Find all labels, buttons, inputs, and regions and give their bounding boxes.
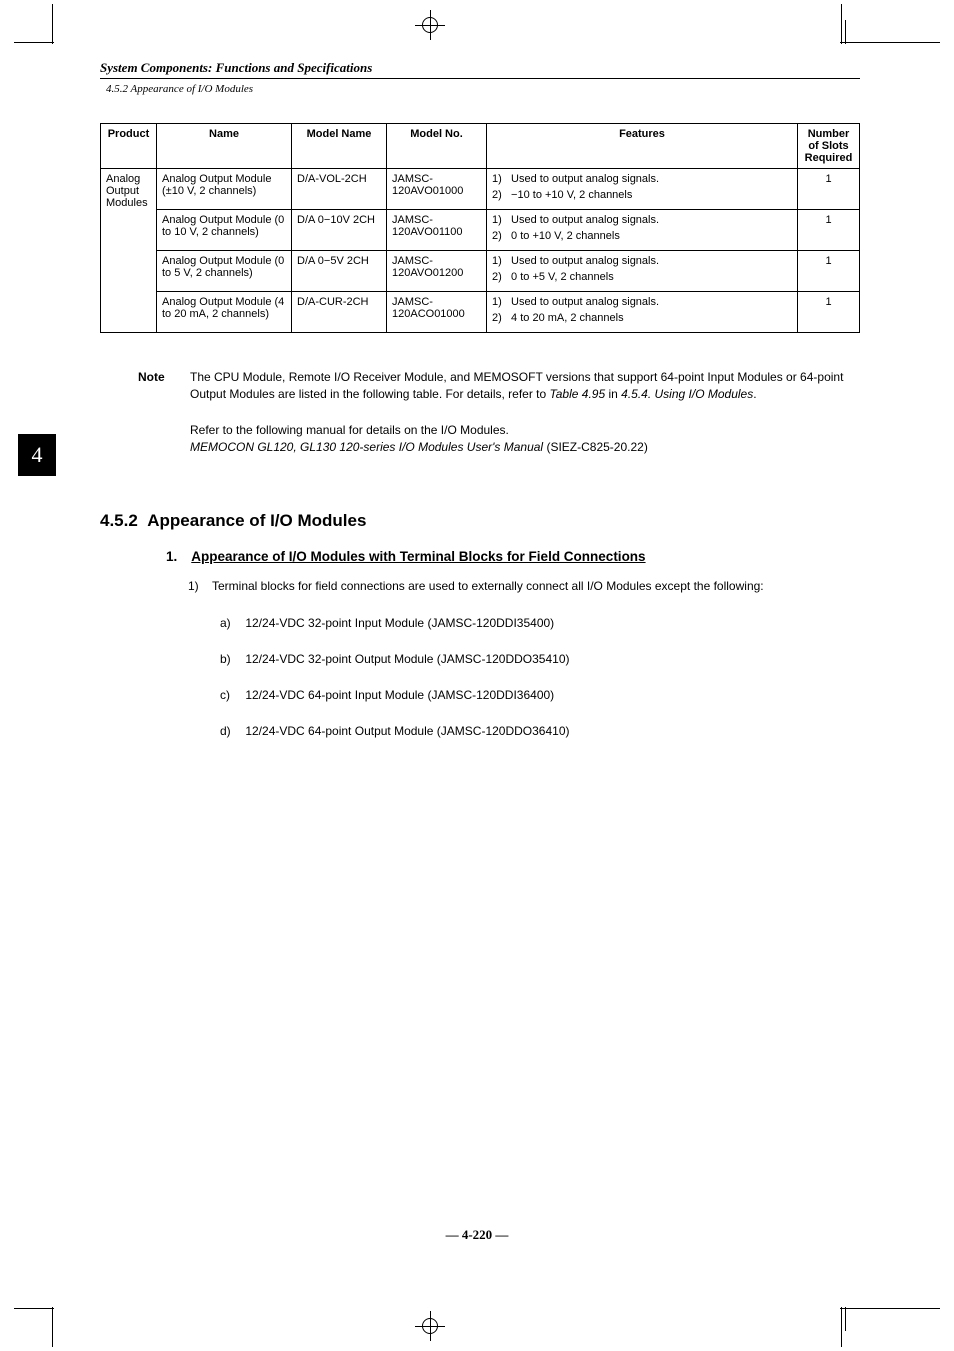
intro-text: Terminal blocks for field connections ar…	[212, 579, 764, 593]
model-no-cell: JAMSC-120ACO01000	[387, 292, 487, 333]
reference-block: Refer to the following manual for detail…	[190, 422, 860, 457]
table-header-row: Product Name Model Name Model No. Featur…	[101, 124, 860, 169]
sublist-item: b) 12/24-VDC 32-point Output Module (JAM…	[220, 652, 860, 666]
slots-cell: 1	[798, 292, 860, 333]
col-model-no: Model No.	[387, 124, 487, 169]
sublist-item: a) 12/24-VDC 32-point Input Module (JAMS…	[220, 616, 860, 630]
slots-cell: 1	[798, 169, 860, 210]
slots-cell: 1	[798, 251, 860, 292]
section-title: 4.5.2 Appearance of I/O Modules	[100, 511, 860, 531]
chapter-title: System Components: Functions and Specifi…	[100, 60, 860, 79]
table-row: Analog Output Module (4 to 20 mA, 2 chan…	[101, 292, 860, 333]
model-name-cell: D/A 0−5V 2CH	[292, 251, 387, 292]
page-content: System Components: Functions and Specifi…	[100, 60, 860, 760]
note-text: The CPU Module, Remote I/O Receiver Modu…	[190, 369, 860, 404]
name-cell: Analog Output Module (±10 V, 2 channels)	[157, 169, 292, 210]
col-model-name: Model Name	[292, 124, 387, 169]
note-ital-1: Table 4.95	[550, 387, 606, 401]
registration-mark-bottom	[415, 1311, 445, 1341]
slots-cell: 1	[798, 210, 860, 251]
subsection-number: 1.	[166, 549, 188, 564]
col-name: Name	[157, 124, 292, 169]
io-modules-table: Product Name Model Name Model No. Featur…	[100, 123, 860, 333]
section-title-text: Appearance of I/O Modules	[147, 511, 366, 530]
intro-number: 1)	[188, 578, 208, 595]
model-no-cell: JAMSC-120AVO01200	[387, 251, 487, 292]
features-cell: 1) Used to output analog signals.2) 4 to…	[487, 292, 798, 333]
reference-line2: MEMOCON GL120, GL130 120-series I/O Modu…	[190, 439, 860, 456]
model-no-cell: JAMSC-120AVO01000	[387, 169, 487, 210]
name-cell: Analog Output Module (0 to 10 V, 2 chann…	[157, 210, 292, 251]
sublist-item: c) 12/24-VDC 64-point Input Module (JAMS…	[220, 688, 860, 702]
note-label: Note	[138, 369, 182, 386]
chapter-tab: 4	[18, 434, 56, 476]
col-product: Product	[101, 124, 157, 169]
model-name-cell: D/A 0−10V 2CH	[292, 210, 387, 251]
note-block: Note The CPU Module, Remote I/O Receiver…	[190, 369, 860, 404]
features-cell: 1) Used to output analog signals.2) 0 to…	[487, 251, 798, 292]
col-slots: Number of Slots Required	[798, 124, 860, 169]
table-row: Analog Output Module (0 to 5 V, 2 channe…	[101, 251, 860, 292]
col-features: Features	[487, 124, 798, 169]
subsection: 1. Appearance of I/O Modules with Termin…	[194, 549, 860, 739]
model-name-cell: D/A-CUR-2CH	[292, 292, 387, 333]
reference-plain: (SIEZ-C825-20.22)	[543, 440, 648, 454]
note-text-2: in	[605, 387, 621, 401]
table-row: Analog Output Module (0 to 10 V, 2 chann…	[101, 210, 860, 251]
page-number: — 4-220 —	[0, 1227, 954, 1243]
table-row: Analog Output ModulesAnalog Output Modul…	[101, 169, 860, 210]
section-number: 4.5.2	[100, 511, 138, 530]
subsection-title: 1. Appearance of I/O Modules with Termin…	[194, 549, 860, 564]
model-name-cell: D/A-VOL-2CH	[292, 169, 387, 210]
section-ref: 4.5.2 Appearance of I/O Modules	[106, 83, 860, 95]
reference-ital: MEMOCON GL120, GL130 120-series I/O Modu…	[190, 440, 543, 454]
features-cell: 1) Used to output analog signals.2) −10 …	[487, 169, 798, 210]
sublist-item: d) 12/24-VDC 64-point Output Module (JAM…	[220, 724, 860, 738]
sublist: a) 12/24-VDC 32-point Input Module (JAMS…	[220, 616, 860, 738]
model-no-cell: JAMSC-120AVO01100	[387, 210, 487, 251]
note-text-3: .	[753, 387, 756, 401]
features-cell: 1) Used to output analog signals.2) 0 to…	[487, 210, 798, 251]
product-group-cell: Analog Output Modules	[101, 169, 157, 333]
intro-item: 1) Terminal blocks for field connections…	[212, 578, 860, 595]
registration-mark-top	[415, 10, 445, 40]
note-ital-2: 4.5.4. Using I/O Modules	[621, 387, 753, 401]
subsection-title-text: Appearance of I/O Modules with Terminal …	[191, 549, 645, 564]
name-cell: Analog Output Module (4 to 20 mA, 2 chan…	[157, 292, 292, 333]
reference-line1: Refer to the following manual for detail…	[190, 422, 860, 439]
name-cell: Analog Output Module (0 to 5 V, 2 channe…	[157, 251, 292, 292]
